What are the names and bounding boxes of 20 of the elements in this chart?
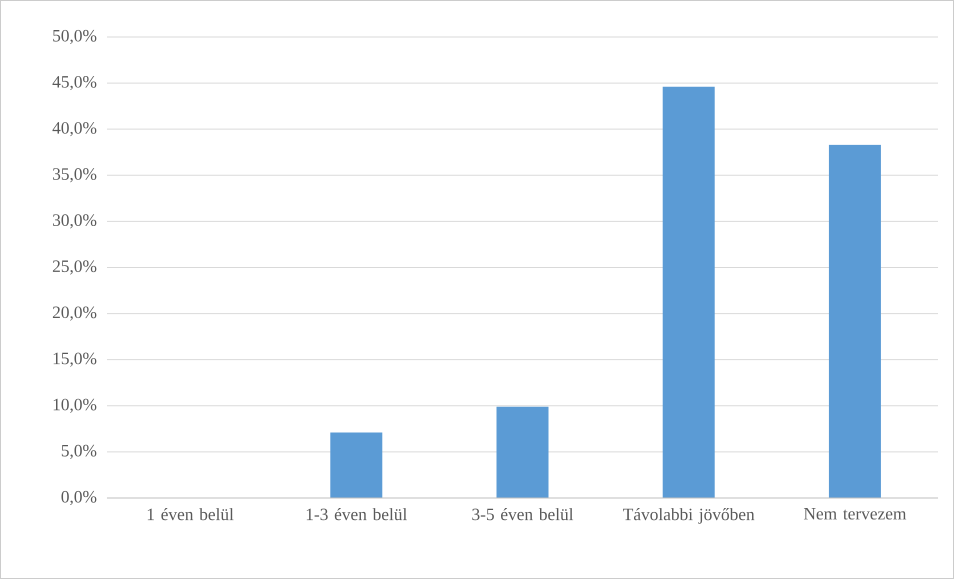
y-tick-label: 30,0% [52,214,96,228]
y-tick-label: 0,0% [61,490,96,506]
y-tick-label: 50,0% [53,30,96,44]
y-tick-label: 45,0% [52,76,96,90]
bar [828,144,881,498]
x-tick-label: Távolabbi jövőben [623,508,754,524]
x-tick-label: 1-3 éven belül [306,508,407,520]
x-tick-label: 3-5 éven belül [472,508,574,520]
y-tick-label: 25,0% [52,260,96,275]
y-tick-label: 35,0% [52,168,96,182]
bar [330,432,382,498]
y-tick-label: 40,0% [52,122,96,136]
bar [496,406,549,498]
x-tick-label: Nem tervezem [804,508,906,520]
x-tick-label: 1 éven belül [148,508,234,520]
y-tick-label: 10,0% [54,398,96,413]
y-tick-label: 15,0% [54,352,96,367]
y-tick-label: 5,0% [62,444,96,460]
bar [662,86,715,498]
y-tick-label: 20,0% [52,306,96,321]
